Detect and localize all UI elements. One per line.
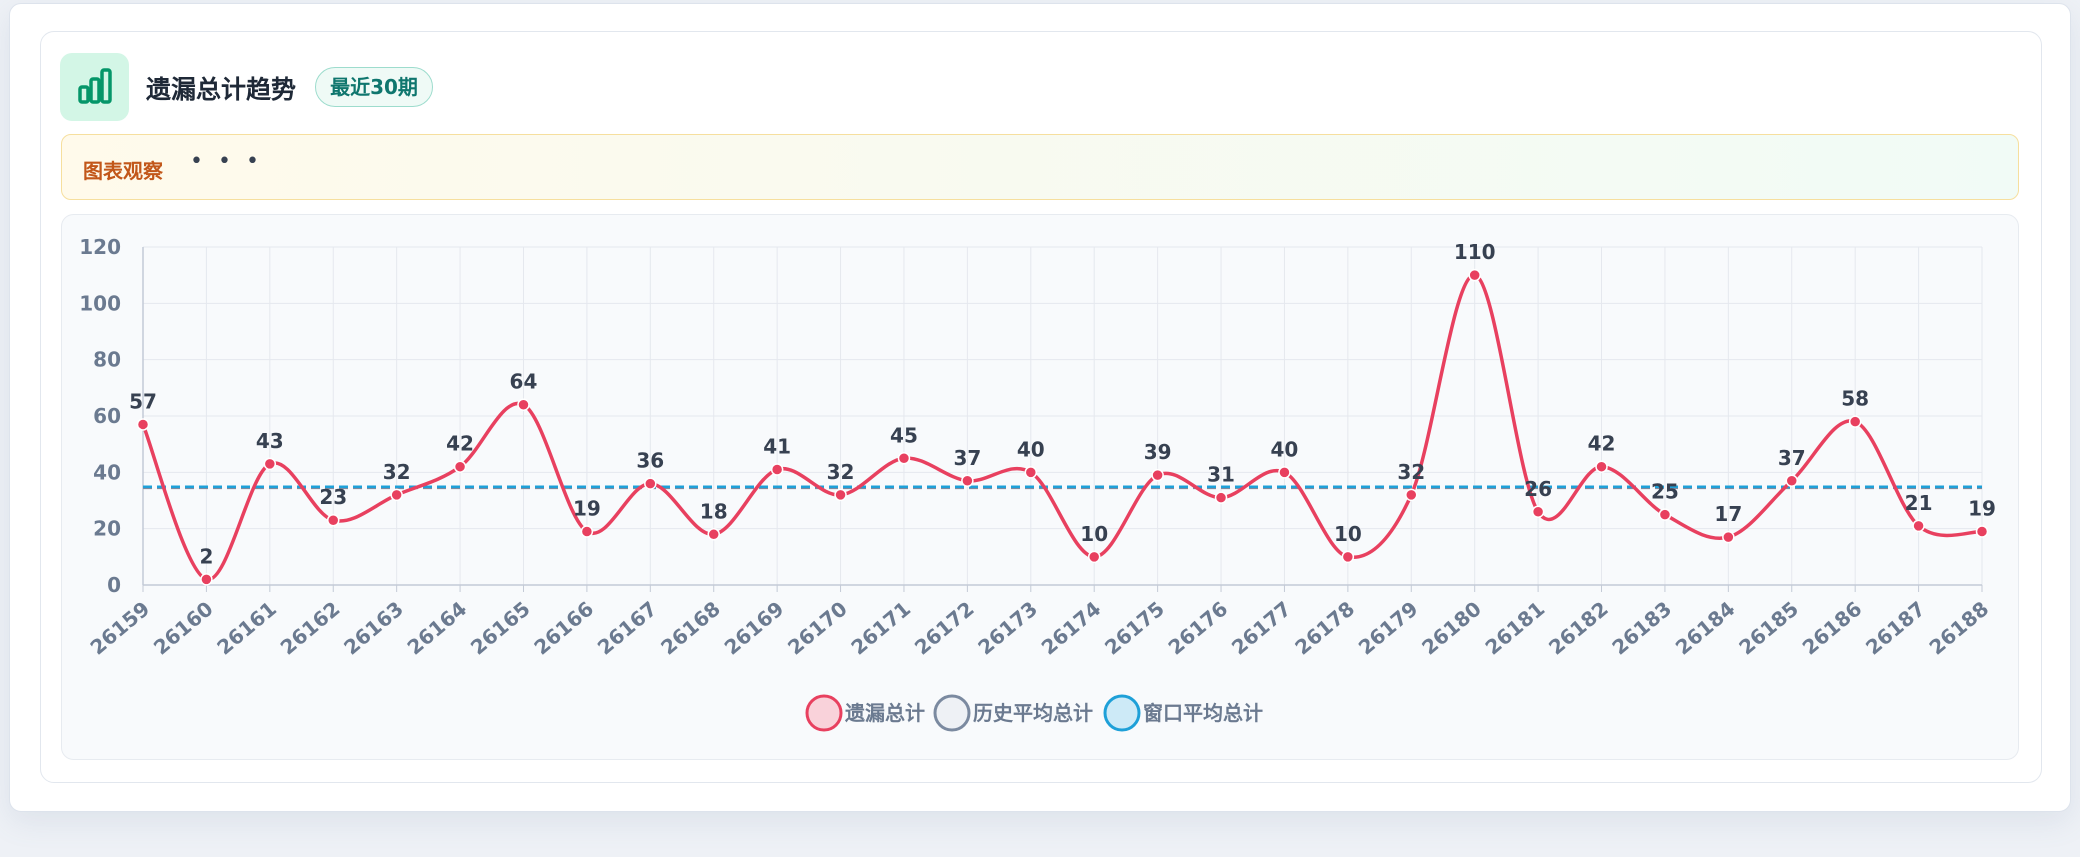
data-label: 26: [1524, 477, 1552, 501]
data-label: 42: [1588, 432, 1616, 456]
data-point: [580, 525, 594, 538]
legend-swatch: [933, 694, 971, 732]
y-tick-label: 40: [93, 460, 121, 484]
data-label: 19: [1968, 496, 1996, 520]
data-label: 18: [700, 499, 728, 523]
data-point: [961, 474, 974, 488]
y-tick-label: 20: [93, 517, 121, 541]
data-label: 32: [827, 460, 855, 484]
chart: 0204060801001202615926160261612616226163…: [61, 214, 2019, 760]
data-point: [1722, 530, 1735, 544]
data-label: 39: [1144, 440, 1172, 464]
data-point: [1912, 519, 1925, 533]
data-label: 58: [1841, 387, 1869, 411]
data-label: 23: [319, 485, 347, 509]
data-point: [1405, 488, 1418, 502]
card-title: 遗漏总计趋势: [146, 75, 297, 104]
data-label: 21: [1905, 491, 1933, 515]
data-label: 41: [763, 435, 791, 459]
icon-glyph: [78, 68, 112, 104]
data-point: [326, 513, 340, 527]
data-point: [770, 463, 784, 476]
data-label: 10: [1080, 522, 1108, 546]
data-point: [1848, 415, 1862, 428]
y-tick-label: 60: [93, 404, 121, 428]
data-label: 40: [1017, 437, 1045, 461]
y-tick-label: 100: [79, 291, 121, 315]
legend-item[interactable]: 遗漏总计: [805, 694, 925, 732]
y-tick-label: 120: [79, 235, 121, 259]
data-label: 45: [890, 423, 918, 447]
data-point: [1341, 550, 1355, 564]
data-point: [644, 477, 657, 490]
legend-item[interactable]: 窗口平均总计: [1103, 694, 1263, 732]
period-badge: 最近30期: [315, 67, 433, 107]
data-label: 40: [1271, 437, 1299, 461]
data-point: [1531, 505, 1545, 519]
data-label: 36: [636, 449, 664, 473]
y-tick-label: 80: [93, 348, 121, 372]
data-point: [707, 528, 720, 541]
legend-label: 遗漏总计: [844, 701, 925, 725]
data-label: 10: [1334, 522, 1362, 546]
y-tick-label: 0: [107, 573, 121, 597]
data-point: [200, 573, 213, 586]
data-label: 25: [1651, 480, 1679, 504]
data-label: 43: [256, 429, 284, 453]
data-label: 32: [1397, 460, 1425, 484]
data-point: [1975, 525, 1989, 538]
data-point: [517, 398, 530, 411]
legend-swatch: [1103, 694, 1141, 732]
data-point: [136, 418, 150, 431]
data-point: [1214, 491, 1228, 504]
data-label: 37: [953, 446, 981, 470]
data-point: [390, 488, 403, 502]
data-point: [1087, 550, 1101, 564]
data-label: 37: [1778, 446, 1806, 470]
data-label: 57: [129, 389, 157, 413]
data-label: 42: [446, 432, 474, 456]
data-point: [1785, 474, 1799, 488]
data-point: [1278, 466, 1291, 479]
data-label: 2: [199, 544, 213, 568]
data-point: [1468, 268, 1481, 282]
observation-more[interactable]: • • •: [190, 149, 263, 174]
data-point: [1595, 460, 1608, 473]
legend-label: 窗口平均总计: [1143, 701, 1263, 725]
data-point: [1658, 508, 1672, 521]
legend-item[interactable]: 历史平均总计: [933, 694, 1093, 732]
data-point: [1151, 468, 1164, 482]
data-label: 110: [1454, 240, 1496, 264]
data-point: [263, 457, 277, 471]
legend-label: 历史平均总计: [973, 701, 1093, 725]
data-label: 17: [1714, 502, 1742, 526]
data-label: 31: [1207, 463, 1235, 487]
data-label: 19: [573, 496, 601, 520]
observation-title: 图表观察: [83, 159, 163, 183]
data-label: 32: [383, 460, 411, 484]
chart-icon: [60, 53, 129, 121]
data-point: [1024, 466, 1038, 479]
observation-bar[interactable]: 图表观察 • • •: [61, 134, 2019, 200]
data-point: [897, 452, 911, 465]
data-point: [453, 460, 467, 473]
data-label: 64: [510, 370, 538, 394]
data-point: [834, 488, 847, 502]
legend-swatch: [805, 694, 843, 732]
